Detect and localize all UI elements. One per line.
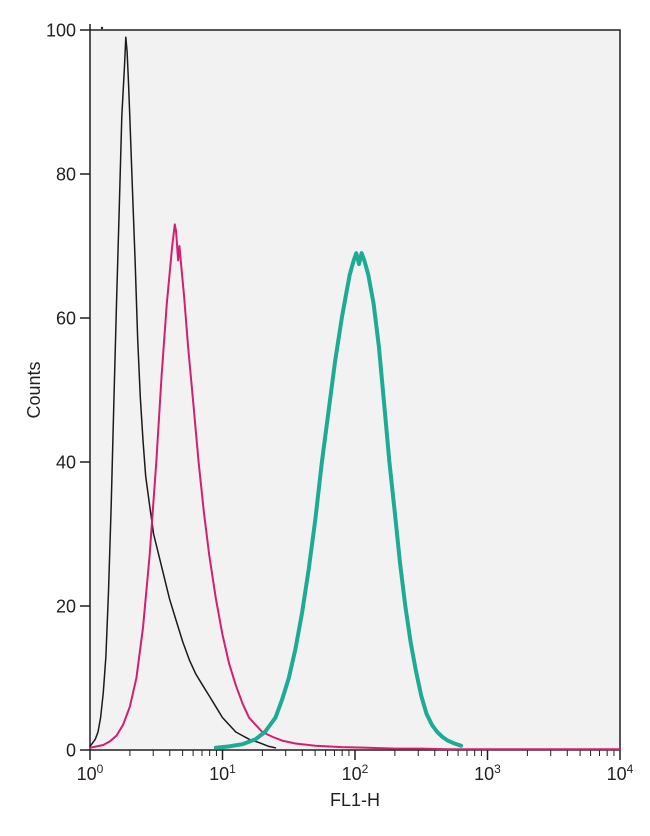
y-axis-label: Counts — [24, 361, 44, 418]
svg-text:103: 103 — [474, 762, 501, 784]
svg-text:60: 60 — [56, 308, 76, 328]
svg-text:80: 80 — [56, 164, 76, 184]
svg-text:40: 40 — [56, 452, 76, 472]
svg-text:100: 100 — [46, 20, 76, 40]
x-axis-label: FL1-H — [330, 790, 380, 810]
svg-text:104: 104 — [607, 762, 634, 784]
flow-histogram-plot: 100 101 102 103 104 FL1-H 0 20 40 60 80 100 Counts — [0, 0, 650, 836]
svg-text:20: 20 — [56, 596, 76, 616]
chart-container: 100 101 102 103 104 FL1-H 0 20 40 60 80 100 Counts — [0, 0, 650, 836]
svg-text:102: 102 — [342, 762, 369, 784]
svg-text:100: 100 — [77, 762, 104, 784]
svg-text:101: 101 — [209, 762, 236, 784]
svg-text:0: 0 — [66, 740, 76, 760]
